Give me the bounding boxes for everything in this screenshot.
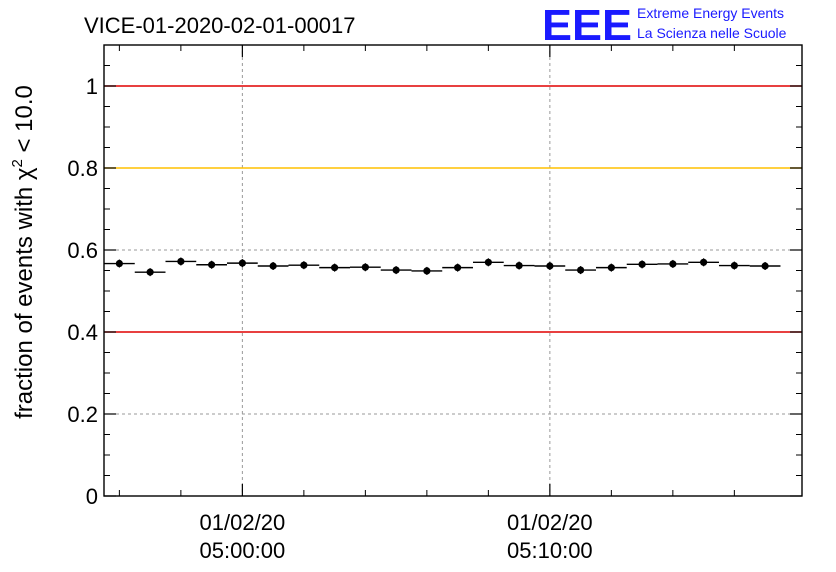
y-axis-label-prefix: fraction of events with <box>11 180 38 419</box>
data-point <box>269 262 277 270</box>
y-axis-label-suffix: < 10.0 <box>11 85 38 159</box>
y-tick-label: 0.2 <box>67 402 98 427</box>
data-point <box>515 261 523 270</box>
data-point <box>300 261 308 269</box>
reference-lines <box>104 85 802 333</box>
y-tick-label: 0 <box>86 484 98 509</box>
x-tick-label-time: 05:10:00 <box>507 538 593 563</box>
y-tick-label: 0.4 <box>67 320 98 345</box>
data-point <box>238 259 246 267</box>
data-point <box>669 260 677 268</box>
data-point <box>115 259 123 268</box>
data-point <box>484 258 492 266</box>
data-point <box>730 261 738 270</box>
x-tick-label-date: 01/02/20 <box>200 510 286 535</box>
grid-lines <box>104 45 802 496</box>
data-point <box>546 262 554 270</box>
data-point <box>454 264 462 272</box>
data-point <box>423 267 431 275</box>
y-tick-label: 0.6 <box>67 238 98 263</box>
axes <box>103 44 803 497</box>
data-point <box>761 262 769 270</box>
x-tick-label-time: 05:00:00 <box>200 538 286 563</box>
data-point <box>700 258 708 266</box>
eee-logo: EEE Extreme Energy Events La Scienza nel… <box>542 1 787 50</box>
data-point <box>577 266 585 274</box>
data-point <box>392 266 400 274</box>
data-point <box>177 257 185 266</box>
y-axis-label-exponent: 2 <box>9 159 26 167</box>
data-point <box>638 260 646 268</box>
data-point <box>208 261 216 269</box>
data-point <box>146 268 154 276</box>
y-tick-label: 1 <box>86 74 98 99</box>
y-axis-label-chi: χ <box>11 167 38 180</box>
logo-mark: EEE <box>542 1 632 50</box>
y-tick-label: 0.8 <box>67 156 98 181</box>
chart-title: VICE-01-2020-02-01-00017 <box>84 13 356 38</box>
tick-labels: 0 0.2 0.4 0.6 0.8 1 01/02/20 05:00:00 01/02/20 05… <box>67 74 592 563</box>
data-point <box>607 264 615 272</box>
x-tick-label-date: 01/02/20 <box>507 510 593 535</box>
logo-line-1: Extreme Energy Events <box>637 5 784 21</box>
logo-line-2: La Scienza nelle Scuole <box>637 25 787 41</box>
data-point <box>331 264 339 272</box>
data-points <box>104 257 781 277</box>
data-point <box>361 263 369 271</box>
y-axis-label: fraction of events with χ2 < 10.0 <box>9 85 38 419</box>
plot-frame <box>103 44 803 497</box>
